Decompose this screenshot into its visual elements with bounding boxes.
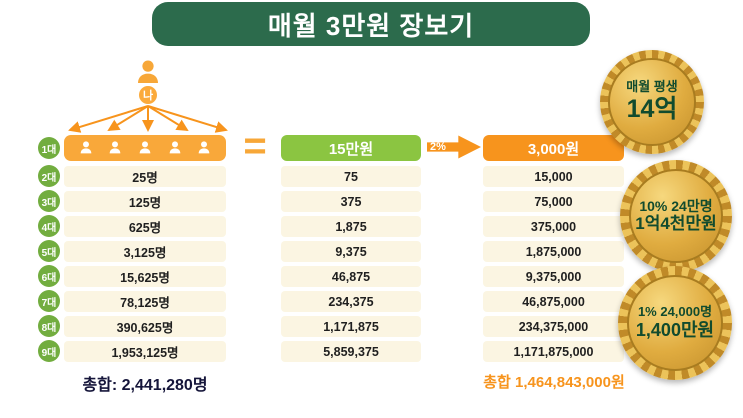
medal-amount: 1,400만원 — [635, 320, 715, 341]
equals-sign: = — [243, 124, 267, 168]
generation-badge-6: 6대 — [38, 265, 60, 287]
generation-badge-7: 7대 — [38, 290, 60, 312]
per-month-cell: 1,875 — [281, 216, 421, 237]
payout-header: 3,000원 — [483, 135, 624, 161]
payout-cell: 15,000 — [483, 166, 624, 187]
page-title: 매월 3만원 장보기 — [152, 2, 590, 46]
members-cell: 25명 — [64, 166, 226, 187]
payout-cell: 75,000 — [483, 191, 624, 212]
members-cell: 125명 — [64, 191, 226, 212]
person-icon — [198, 141, 210, 154]
rate-label: 2% — [430, 141, 446, 153]
per-month-cell: 46,875 — [281, 266, 421, 287]
me-label: 나 — [137, 84, 159, 106]
generation-badge-3: 3대 — [38, 190, 60, 212]
medal-face: 10% 24만명 1억4천만원 — [628, 168, 724, 264]
per-month-cell: 234,375 — [281, 291, 421, 312]
me-person-icon — [138, 60, 158, 83]
generation-badge-9: 9대 — [38, 340, 60, 362]
medal-monthly-lifetime: 매월 평생 14억 — [600, 50, 704, 154]
per-month-cell: 9,375 — [281, 241, 421, 262]
medal-face: 매월 평생 14억 — [608, 58, 696, 146]
medal-one-percent: 1% 24,000명 1,400만원 — [618, 266, 732, 380]
medal-amount: 1억4천만원 — [635, 214, 717, 234]
person-icon — [169, 141, 180, 154]
members-cell: 625명 — [64, 216, 226, 237]
medal-amount: 14억 — [626, 95, 678, 124]
members-cell: 1,953,125명 — [64, 341, 226, 362]
members-cell: 15,625명 — [64, 266, 226, 287]
payout-cell: 375,000 — [483, 216, 624, 237]
per-month-cell: 5,859,375 — [281, 341, 421, 362]
person-icon — [80, 141, 91, 154]
medal-text: 매월 평생 — [626, 79, 678, 95]
payout-cell: 234,375,000 — [483, 316, 624, 337]
members-cell: 3,125명 — [64, 241, 226, 262]
person-icon — [109, 141, 121, 154]
generation-badge-2: 2대 — [38, 165, 60, 187]
per-month-cell: 375 — [281, 191, 421, 212]
generation-badge-5: 5대 — [38, 240, 60, 262]
generation-badge-4: 4대 — [38, 215, 60, 237]
members-cell: 78,125명 — [64, 291, 226, 312]
members-cell: 390,625명 — [64, 316, 226, 337]
first-generation-people-box — [64, 135, 226, 161]
medal-text: 10% 24만명 — [639, 198, 713, 215]
medal-text: 1% 24,000명 — [637, 304, 713, 320]
per-month-cell: 1,171,875 — [281, 316, 421, 337]
medal-face: 1% 24,000명 1,400만원 — [627, 275, 723, 371]
payout-cell: 9,375,000 — [483, 266, 624, 287]
person-icon — [139, 141, 151, 154]
total-payout: 총합 1,464,843,000원 — [483, 374, 625, 391]
medal-ten-percent: 10% 24만명 1억4천만원 — [620, 160, 732, 272]
generation-badge-8: 8대 — [38, 315, 60, 337]
payout-cell: 1,171,875,000 — [483, 341, 624, 362]
per-month-header: 15만원 — [281, 135, 421, 161]
total-members: 총합: 2,441,280명 — [82, 377, 208, 394]
payout-cell: 1,875,000 — [483, 241, 624, 262]
generation-badge-1: 1대 — [38, 137, 60, 159]
rate-arrow: 2% — [427, 134, 481, 160]
payout-cell: 46,875,000 — [483, 291, 624, 312]
per-month-cell: 75 — [281, 166, 421, 187]
fanout-arrows-icon — [68, 105, 228, 133]
